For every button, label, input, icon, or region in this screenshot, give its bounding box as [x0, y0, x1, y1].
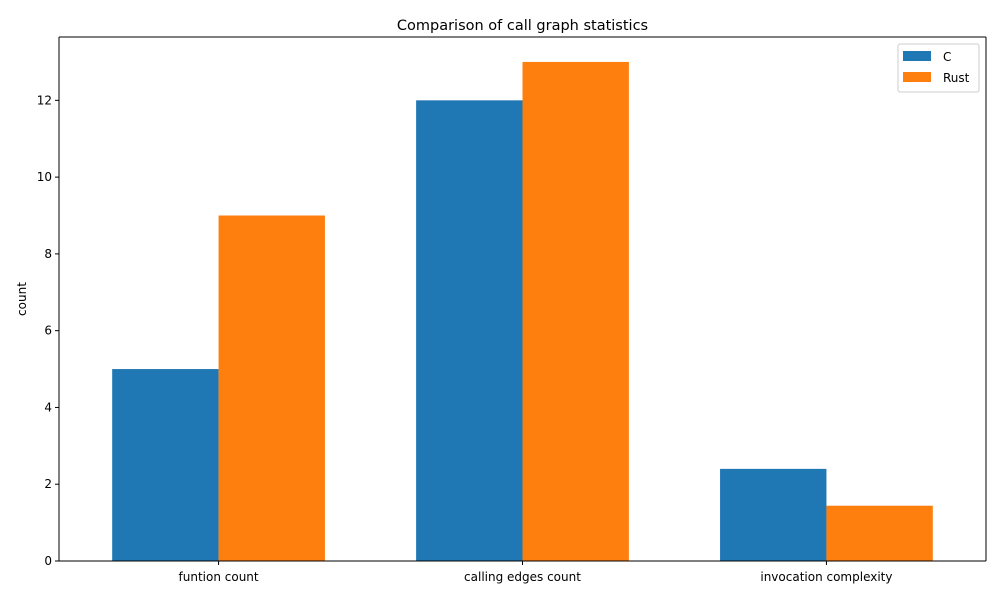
bar-rust-2: [826, 505, 933, 561]
legend-label-rust: Rust: [943, 71, 970, 85]
bar-c-1: [416, 100, 523, 561]
bar-rust-0: [218, 215, 325, 561]
y-tick-label: 2: [44, 477, 52, 491]
y-tick-label: 12: [37, 93, 52, 107]
legend-swatch-c: [903, 51, 931, 61]
bar-rust-1: [522, 61, 629, 561]
y-axis: 0 2 4 6 8 10 12: [37, 93, 59, 568]
chart-title: Comparison of call graph statistics: [397, 18, 648, 34]
legend-swatch-rust: [903, 72, 931, 82]
legend: C Rust: [897, 43, 980, 93]
x-tick-label: invocation complexity: [760, 570, 892, 584]
legend-label-c: C: [943, 50, 951, 64]
x-tick-label: calling edges count: [464, 570, 581, 584]
y-tick-label: 6: [44, 324, 52, 338]
bar-c-0: [112, 369, 219, 561]
y-tick-label: 0: [44, 554, 52, 568]
bar-c-2: [720, 468, 827, 561]
y-tick-label: 4: [44, 400, 52, 414]
y-axis-label: count: [15, 282, 29, 316]
y-tick-label: 8: [44, 247, 52, 261]
x-axis: funtion count calling edges count invocati…: [179, 561, 893, 584]
x-tick-label: funtion count: [179, 570, 259, 584]
y-tick-label: 10: [37, 170, 52, 184]
bars-group: [112, 61, 933, 561]
